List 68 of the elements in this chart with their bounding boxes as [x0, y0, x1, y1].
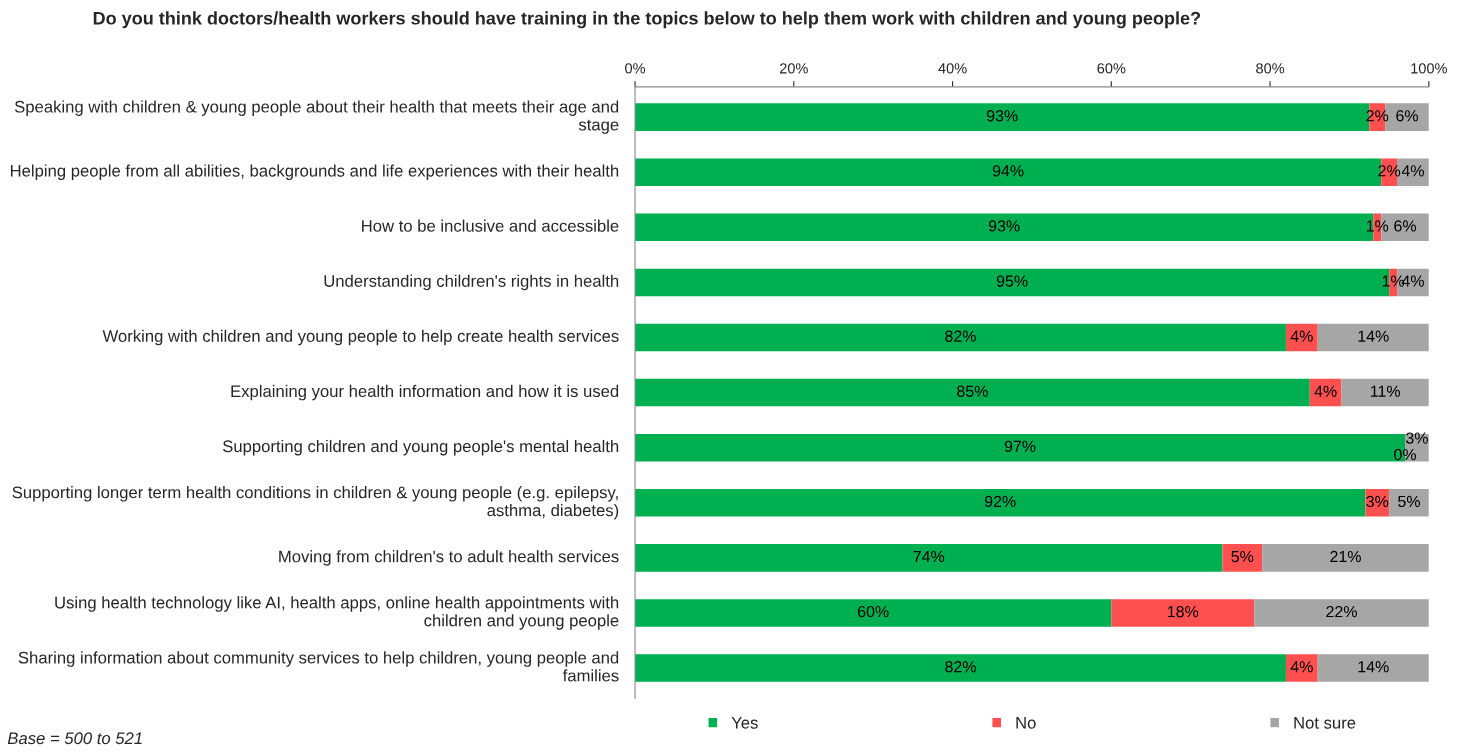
- y-tick-label: How to be inclusive and accessible: [362, 219, 619, 232]
- data-label: 18%: [1168, 605, 1199, 618]
- data-label: 97%: [1004, 440, 1036, 452]
- x-tick-label: 0%: [625, 63, 646, 74]
- data-label: 85%: [957, 385, 988, 397]
- y-tick-label: Understanding children's rights in health: [324, 274, 619, 291]
- bar: [1317, 323, 1429, 352]
- bar: [1285, 323, 1318, 352]
- data-label: 14%: [1358, 330, 1389, 342]
- data-label: 82%: [945, 661, 976, 673]
- data-label: 6%: [1396, 110, 1418, 122]
- data-label: 3%: [1366, 495, 1389, 508]
- y-tick-label: Working with children and young people to help create health services: [102, 329, 619, 346]
- x-tick-label: 60%: [1097, 63, 1126, 74]
- legend-label: No: [1016, 717, 1036, 729]
- x-tick-label: 80%: [1256, 63, 1285, 74]
- x-tick-label: 20%: [779, 63, 808, 74]
- bar: [1341, 378, 1429, 407]
- data-label: 95%: [996, 275, 1028, 287]
- y-tick-label: Explaining your health information and how it is used: [231, 384, 619, 401]
- data-label: 74%: [913, 550, 945, 563]
- data-label: 4%: [1314, 385, 1337, 397]
- bar: [1365, 489, 1390, 517]
- bar: [1111, 599, 1255, 627]
- bar: [1317, 654, 1429, 682]
- bar: [635, 378, 1310, 407]
- x-tick-label: 40%: [938, 63, 967, 74]
- y-tick-label: Supporting longer term health conditions in children & young people (e.g. epilepsy, asthma, diabetes): [12, 486, 619, 520]
- data-label: 22%: [1326, 605, 1357, 618]
- legend-label: Yes: [731, 717, 758, 729]
- y-tick-label: Speaking with children & young people about their health that meets their age and stage: [14, 100, 619, 134]
- y-tick-label: Using health technology like AI, health apps, online health appointments with children and young people: [55, 596, 619, 630]
- legend-label: Not sure: [1294, 717, 1356, 729]
- text: Base = 500 to 521: [7, 732, 142, 745]
- data-label: 21%: [1330, 550, 1361, 563]
- data-label: 14%: [1358, 661, 1389, 673]
- data-label: 93%: [986, 110, 1018, 122]
- bar: [1285, 654, 1318, 682]
- bar: [1262, 544, 1429, 572]
- y-tick-label: Supporting children and young people's mental health: [222, 439, 619, 456]
- x-tick-label: 100%: [1411, 63, 1447, 74]
- data-label: 4%: [1290, 661, 1313, 673]
- data-label: 4%: [1401, 165, 1424, 177]
- bar: [1254, 599, 1429, 627]
- bar: [635, 323, 1286, 352]
- data-label: 92%: [984, 495, 1016, 508]
- data-label: 4%: [1290, 330, 1313, 342]
- y-tick-label: Helping people from all abilities, backgrounds and life experiences with their health: [10, 164, 619, 180]
- data-label: 0%: [1394, 448, 1416, 461]
- bar: [635, 489, 1366, 517]
- y-tick-label: Moving from children's to adult health services: [279, 550, 619, 566]
- data-label: 5%: [1231, 550, 1254, 563]
- bar: [1309, 378, 1342, 407]
- data-label: 82%: [945, 330, 976, 342]
- bar: [1389, 489, 1429, 517]
- data-label: 3%: [1406, 432, 1428, 444]
- chart-title: Do you think doctors/health workers should have training in the topics below to help them work with children and young people?: [93, 11, 1201, 29]
- data-label: 93%: [988, 220, 1020, 232]
- data-label: 11%: [1371, 385, 1401, 397]
- bar: [635, 599, 1112, 627]
- bar: [635, 654, 1286, 682]
- bar: [635, 544, 1223, 572]
- bar: [1222, 544, 1263, 572]
- data-label: 94%: [992, 165, 1024, 177]
- data-label: 60%: [858, 605, 889, 618]
- data-label: 6%: [1394, 220, 1416, 232]
- y-tick-label: Sharing information about community services to help children, young people and families: [18, 651, 619, 682]
- data-label: 5%: [1398, 495, 1420, 508]
